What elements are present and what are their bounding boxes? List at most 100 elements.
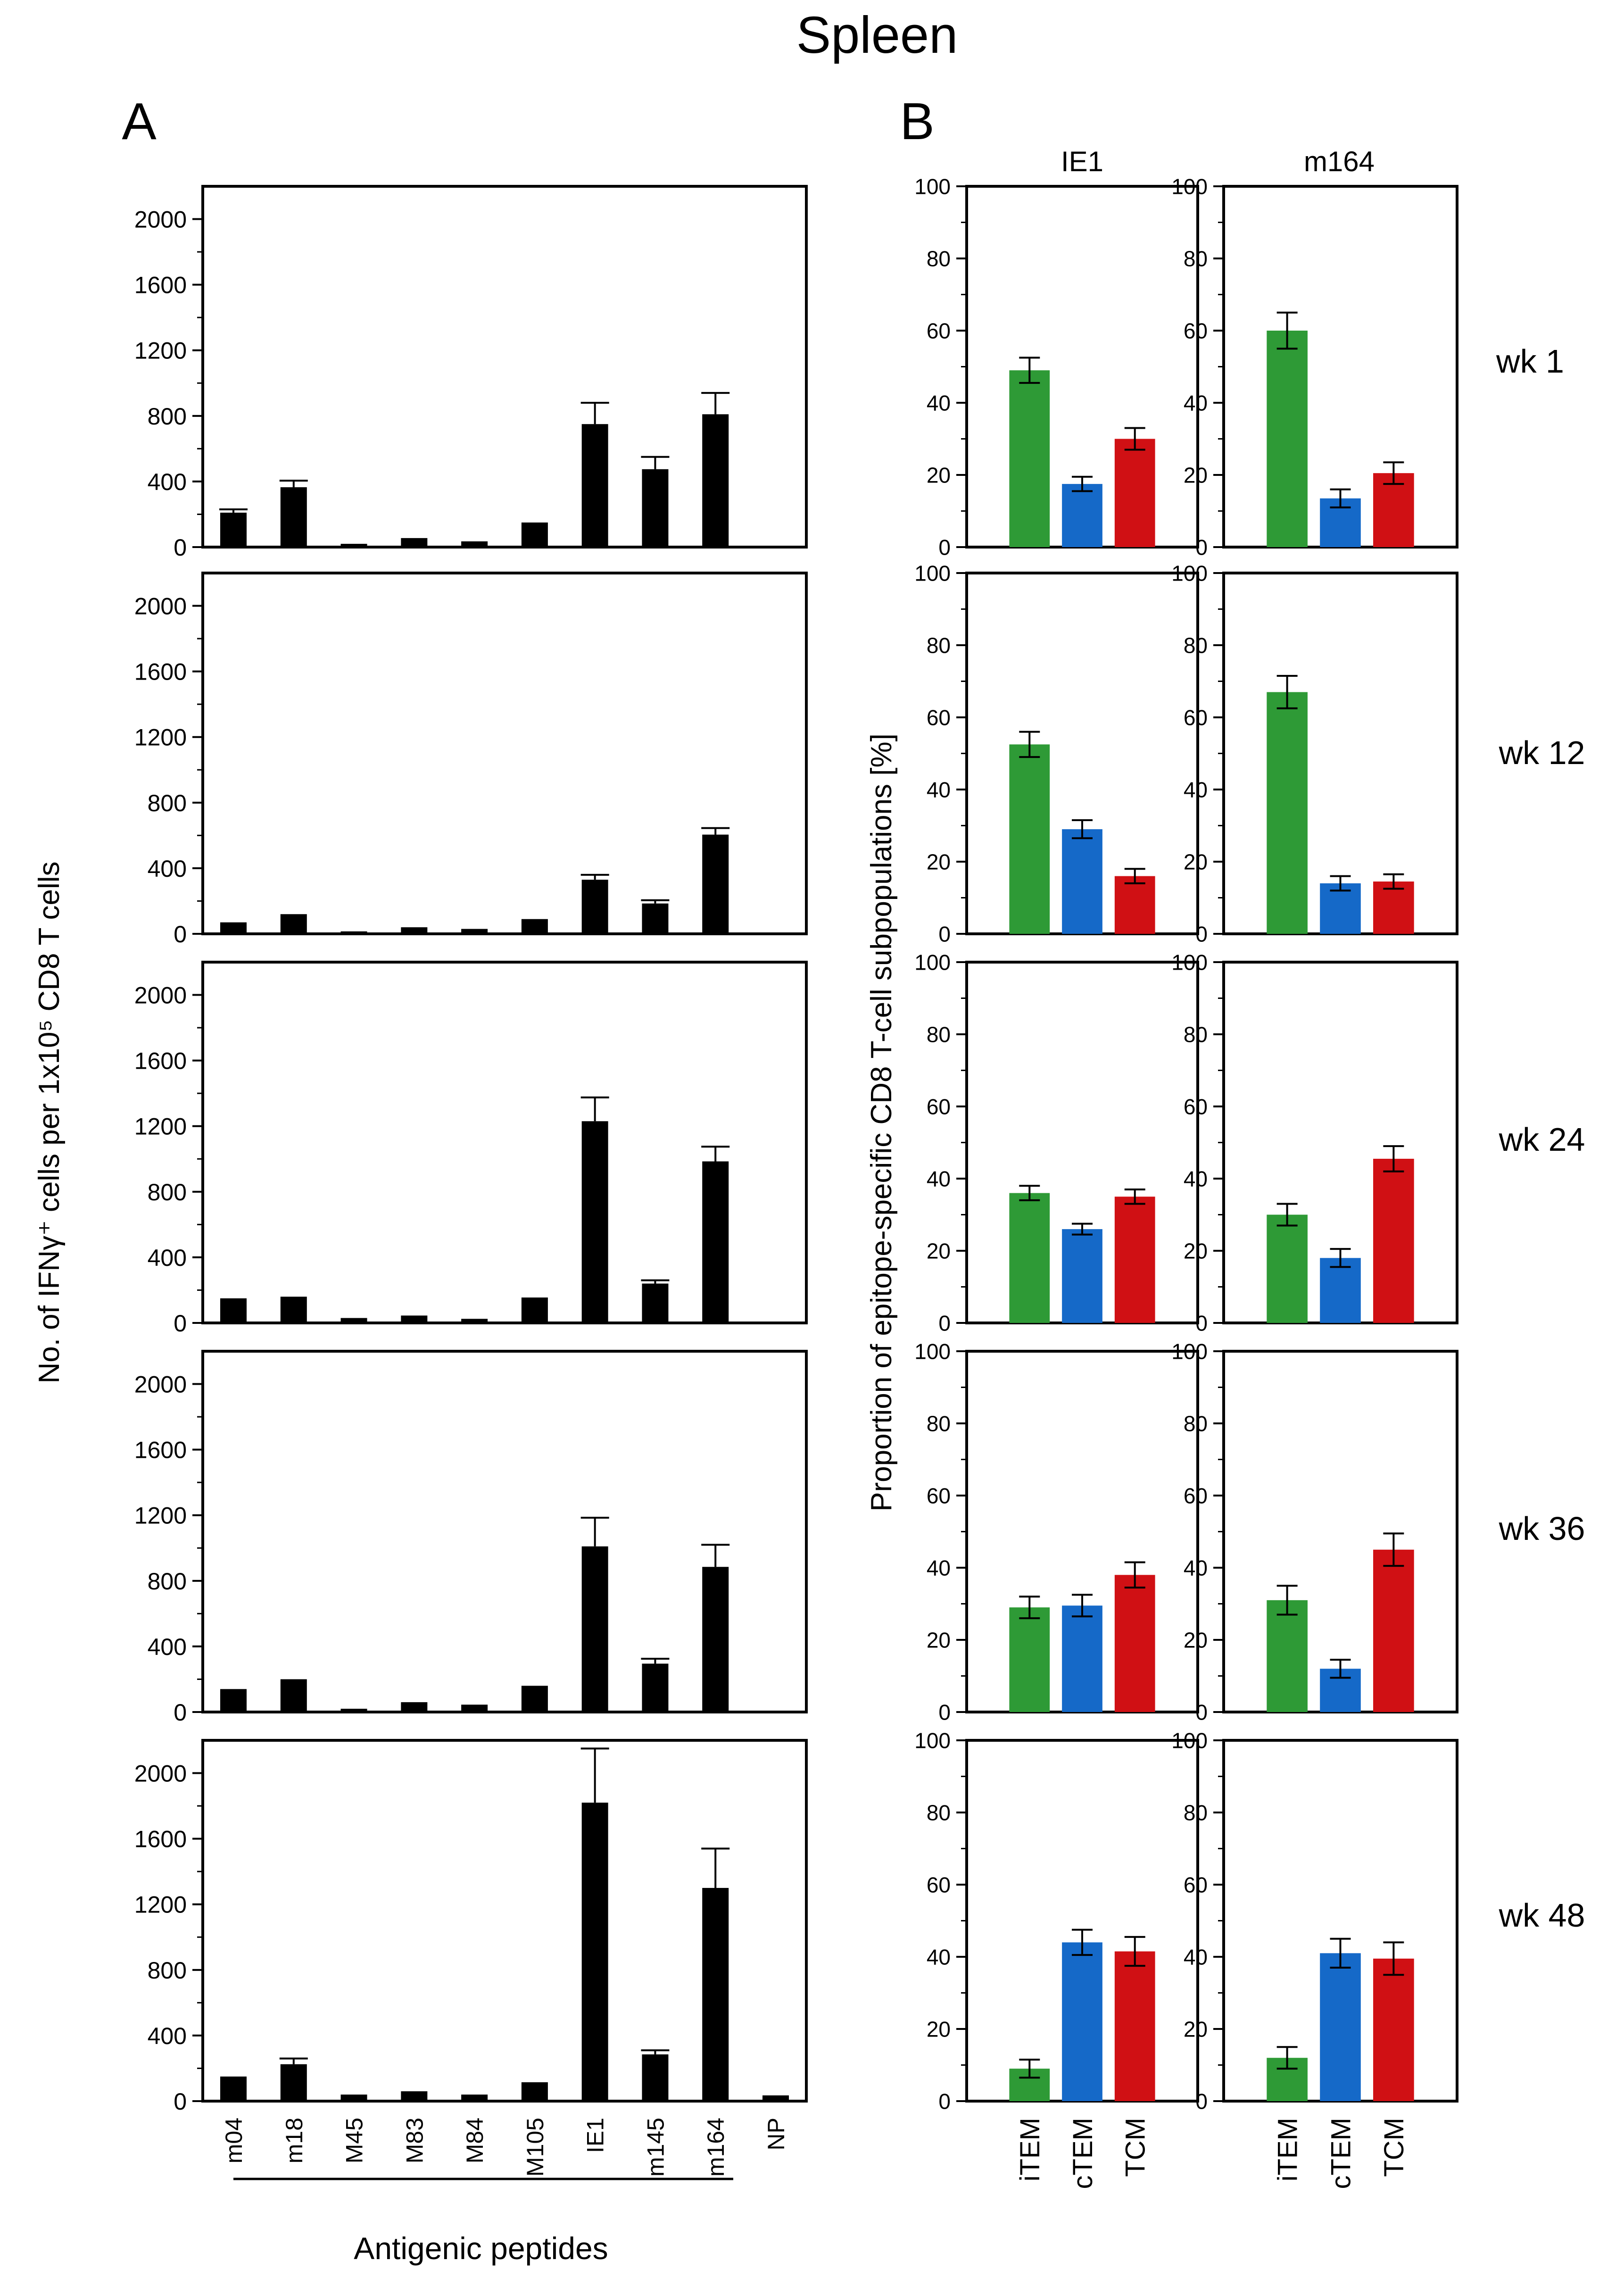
row-label-wk-24: wk 24 [1499, 1121, 1585, 1158]
bar-b-wk-36-ie1-ctem [1062, 1605, 1102, 1712]
xtick-label-b-wk-48-ie1-tcm: TCM [1120, 2118, 1151, 2177]
chart-b-wk-36-m164: 0 20 40 60 80 100 [1171, 1339, 1458, 1725]
xtick-label-a-wk-48-m18: m18 [281, 2118, 307, 2163]
ytick-label-a-wk-12-1600: 1600 [134, 659, 187, 685]
ytick-label-a-wk-1-0: 0 [174, 534, 187, 561]
ytick-label-a-wk-24-1600: 1600 [134, 1048, 187, 1074]
bar-b-wk-12-ie1-ctem [1062, 829, 1102, 934]
ytick-label-b-wk-12-ie1-60: 60 [927, 706, 951, 730]
ytick-label-b-wk-36-m164-20: 20 [1184, 1628, 1208, 1653]
bar-b-wk-36-ie1-item [1009, 1607, 1050, 1712]
ytick-label-b-wk-24-ie1-60: 60 [927, 1095, 951, 1119]
ytick-label-b-wk-12-m164-100: 100 [1171, 561, 1208, 586]
ytick-label-b-wk-1-ie1-20: 20 [927, 463, 951, 488]
ytick-label-b-wk-12-m164-0: 0 [1195, 922, 1208, 947]
ytick-label-b-wk-1-ie1-60: 60 [927, 319, 951, 343]
xtick-label-b-wk-48-m164-tcm: TCM [1379, 2118, 1409, 2177]
bar-a-wk-12-m145 [642, 903, 669, 934]
chart-a-wk-1: 0 400 800 1200 1600 2000 [134, 185, 808, 561]
bar-a-wk-1-m18 [280, 487, 307, 547]
bar-a-wk-1-m145 [642, 469, 669, 547]
ytick-label-a-wk-36-800: 800 [148, 1568, 187, 1595]
ytick-label-a-wk-48-1200: 1200 [134, 1892, 187, 1918]
bar-a-wk-48-m83 [401, 2091, 428, 2101]
bar-b-wk-1-m164-item [1267, 331, 1308, 547]
bar-a-wk-12-m84 [461, 929, 488, 934]
panel-a-x-axis-label: Antigenic peptides [354, 2231, 608, 2266]
bar-a-wk-1-m45 [340, 544, 367, 547]
ytick-label-b-wk-1-ie1-40: 40 [927, 391, 951, 416]
ytick-label-b-wk-12-ie1-80: 80 [927, 633, 951, 658]
bar-a-wk-24-m18 [280, 1297, 307, 1323]
bar-a-wk-1-m83 [401, 538, 428, 547]
bar-b-wk-36-ie1-tcm [1114, 1575, 1155, 1712]
chart-a-wk-48: 0 400 800 1200 1600 2000 m04 m18 M45 M83 M84 M105 IE… [134, 1739, 808, 2177]
bar-a-wk-1-m84 [461, 541, 488, 547]
ytick-label-b-wk-48-m164-20: 20 [1184, 2017, 1208, 2042]
bar-a-wk-12-ie1 [581, 880, 608, 934]
ytick-label-b-wk-48-ie1-60: 60 [927, 1873, 951, 1897]
bar-a-wk-36-m105 [521, 1686, 548, 1712]
bar-b-wk-48-m164-tcm [1373, 1958, 1414, 2101]
panel-a-y-axis-label: No. of IFNγ⁺ cells per 1x10⁵ CD8 T cells [33, 861, 66, 1383]
chart-a-wk-36: 0 400 800 1200 1600 2000 [134, 1350, 808, 1726]
ytick-label-a-wk-1-1600: 1600 [134, 272, 187, 299]
frame-b-wk-36-m164 [1222, 1350, 1458, 1713]
ytick-label-b-wk-12-ie1-100: 100 [914, 561, 951, 586]
ytick-label-b-wk-36-ie1-80: 80 [927, 1412, 951, 1436]
ytick-label-b-wk-48-m164-0: 0 [1195, 2089, 1208, 2114]
ytick-label-b-wk-48-m164-40: 40 [1184, 1945, 1208, 1970]
bar-a-wk-12-np [762, 932, 789, 934]
xtick-label-b-wk-48-ie1-item: iTEM [1015, 2118, 1045, 2181]
chart-b-wk-1-m164: 0 20 40 60 80 100 [1171, 175, 1458, 560]
ytick-label-a-wk-48-0: 0 [174, 2088, 187, 2115]
ytick-label-b-wk-48-ie1-0: 0 [938, 2089, 951, 2114]
bar-a-wk-12-m83 [401, 927, 428, 934]
ytick-label-b-wk-24-m164-20: 20 [1184, 1239, 1208, 1264]
bar-a-wk-48-m164 [702, 1887, 729, 2101]
bar-b-wk-1-m164-tcm [1373, 473, 1414, 547]
bar-a-wk-48-np [762, 2095, 789, 2101]
bar-b-wk-12-m164-item [1267, 692, 1308, 934]
ytick-label-a-wk-36-2000: 2000 [134, 1372, 187, 1398]
bar-b-wk-12-m164-tcm [1373, 881, 1414, 934]
ytick-label-b-wk-24-ie1-20: 20 [927, 1239, 951, 1264]
bar-b-wk-1-ie1-tcm [1114, 439, 1155, 547]
ytick-label-b-wk-48-ie1-80: 80 [927, 1801, 951, 1825]
panel-a-letter: A [122, 92, 157, 150]
bar-a-wk-36-m04 [220, 1689, 247, 1712]
ytick-label-b-wk-1-m164-0: 0 [1195, 535, 1208, 560]
ytick-label-b-wk-48-m164-60: 60 [1184, 1873, 1208, 1897]
bar-b-wk-36-m164-item [1267, 1600, 1308, 1712]
xtick-label-b-wk-48-m164-item: iTEM [1273, 2118, 1303, 2181]
chart-b-wk-12-ie1: 0 20 40 60 80 100 [914, 561, 1199, 947]
ytick-label-b-wk-48-ie1-100: 100 [914, 1729, 951, 1753]
ytick-label-b-wk-48-m164-100: 100 [1171, 1729, 1208, 1753]
bar-b-wk-48-ie1-ctem [1062, 1942, 1102, 2101]
ytick-label-b-wk-1-ie1-80: 80 [927, 247, 951, 271]
ytick-label-a-wk-1-2000: 2000 [134, 207, 187, 233]
bar-a-wk-1-m04 [220, 512, 247, 547]
bar-a-wk-24-m45 [340, 1318, 367, 1323]
ytick-label-b-wk-36-ie1-0: 0 [938, 1700, 951, 1725]
bar-a-wk-1-m105 [521, 522, 548, 547]
xtick-label-a-wk-48-m105: M105 [522, 2118, 548, 2177]
bar-a-wk-36-m164 [702, 1567, 729, 1712]
row-label-wk-1: wk 1 [1496, 343, 1564, 380]
bar-a-wk-24-m04 [220, 1298, 247, 1323]
bar-a-wk-1-np [762, 546, 789, 547]
chart-b-wk-12-m164: 0 20 40 60 80 100 [1171, 561, 1458, 947]
bar-a-wk-12-m18 [280, 914, 307, 934]
panel-b-letter: B [900, 92, 934, 150]
ytick-label-a-wk-24-0: 0 [174, 1310, 187, 1337]
col-title-m164: m164 [1304, 146, 1375, 177]
bar-a-wk-24-m105 [521, 1297, 548, 1323]
bar-b-wk-24-m164-item [1267, 1214, 1308, 1323]
chart-b-wk-24-ie1: 0 20 40 60 80 100 [914, 950, 1199, 1336]
ytick-label-a-wk-36-1600: 1600 [134, 1437, 187, 1463]
ytick-label-b-wk-36-m164-100: 100 [1171, 1339, 1208, 1364]
ytick-label-a-wk-24-2000: 2000 [134, 982, 187, 1009]
ytick-label-a-wk-12-400: 400 [148, 856, 187, 882]
bar-a-wk-24-m83 [401, 1315, 428, 1323]
